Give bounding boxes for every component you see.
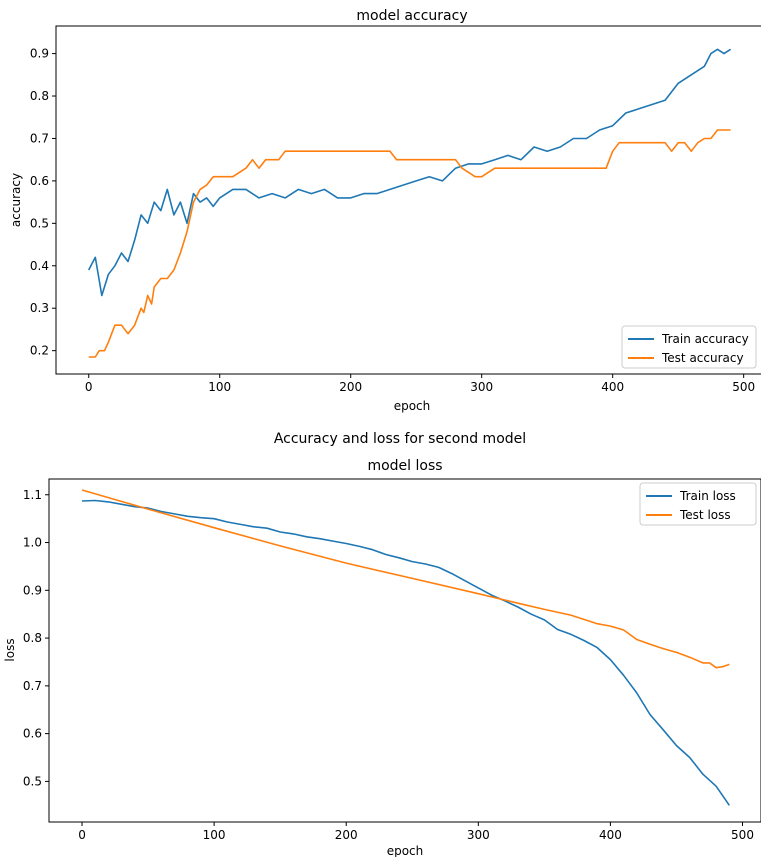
accuracy-xticks: 0 100 200 300 400 500	[85, 374, 755, 394]
accuracy-xtick-label: 400	[601, 380, 624, 394]
loss-ylabel: loss	[3, 638, 17, 661]
accuracy-ytick-label: 0.3	[30, 301, 49, 315]
loss-title: model loss	[367, 458, 442, 474]
accuracy-ytick-label: 0.9	[30, 47, 49, 61]
loss-series-line-0	[81, 499, 730, 806]
loss-ytick-label: 0.9	[23, 583, 42, 597]
loss-ytick-label: 0.7	[23, 679, 42, 693]
loss-xticks: 0 100 200 300 400 500	[78, 822, 754, 842]
loss-yticks: 0.5 0.6 0.7 0.8 0.9 1.0 1.1	[23, 488, 49, 788]
loss-xtick-label: 500	[731, 828, 754, 842]
accuracy-ytick-label: 0.6	[30, 174, 49, 188]
loss-axes-frame	[48, 478, 761, 823]
accuracy-ylabel: accuracy	[9, 173, 23, 227]
accuracy-title: model accuracy	[356, 8, 467, 24]
accuracy-ytick-label: 0.7	[30, 131, 49, 145]
loss-xtick-label: 200	[335, 828, 358, 842]
accuracy-yticks: 0.2 0.3 0.4 0.5 0.6 0.7 0.8 0.9	[30, 47, 56, 358]
loss-series-line-1	[81, 489, 730, 669]
loss-ytick-label: 0.5	[23, 774, 42, 788]
loss-xtick-label: 0	[78, 828, 86, 842]
figure-suptitle: Accuracy and loss for second model	[274, 431, 526, 447]
accuracy-xtick-label: 0	[85, 380, 93, 394]
loss-ytick-label: 0.8	[23, 631, 42, 645]
accuracy-legend-box	[621, 325, 757, 369]
accuracy-legend-label: Train accuracy	[661, 332, 749, 346]
accuracy-axes-frame	[55, 25, 761, 375]
accuracy-lines	[87, 48, 732, 358]
accuracy-legend: Train accuracy Test accuracy	[621, 325, 757, 369]
loss-ytick-label: 1.0	[23, 536, 42, 550]
loss-legend: Train loss Test loss	[639, 482, 757, 526]
loss-xlabel: epoch	[387, 844, 424, 857]
accuracy-ytick-label: 0.4	[30, 259, 49, 273]
loss-xtick-label: 300	[467, 828, 490, 842]
accuracy-xlabel: epoch	[394, 399, 431, 413]
accuracy-series-line-0	[87, 48, 732, 297]
loss-plot: model loss epoch loss 0 100 200 300 400 500 0…	[3, 458, 761, 857]
accuracy-ytick-label: 0.2	[30, 344, 49, 358]
accuracy-series-line-1	[88, 129, 731, 358]
accuracy-xtick-label: 300	[470, 380, 493, 394]
loss-legend-label: Train loss	[679, 489, 736, 503]
loss-legend-label: Test loss	[679, 508, 731, 522]
accuracy-xtick-label: 500	[732, 380, 755, 394]
loss-xtick-label: 400	[599, 828, 622, 842]
loss-xtick-label: 100	[203, 828, 226, 842]
accuracy-xtick-label: 200	[339, 380, 362, 394]
accuracy-xtick-label: 100	[208, 380, 231, 394]
accuracy-ytick-label: 0.8	[30, 89, 49, 103]
loss-ytick-label: 1.1	[23, 488, 42, 502]
accuracy-legend-label: Test accuracy	[661, 351, 744, 365]
loss-ytick-label: 0.6	[23, 727, 42, 741]
accuracy-plot: model accuracy epoch accuracy 0 100 200 300…	[9, 8, 761, 413]
loss-lines	[81, 489, 730, 806]
accuracy-ytick-label: 0.5	[30, 216, 49, 230]
